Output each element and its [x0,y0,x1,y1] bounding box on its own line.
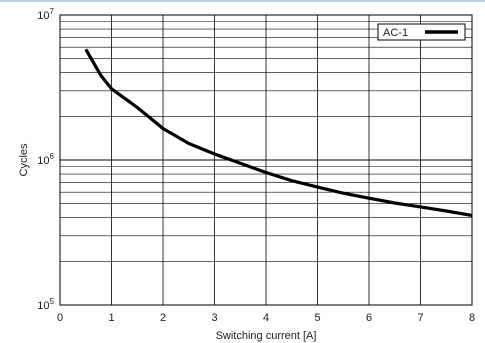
legend: AC-1 [377,23,466,41]
grid [59,14,473,306]
x-tick-label: 3 [211,312,217,324]
x-tick-label: 6 [366,312,372,324]
legend-box [377,23,466,41]
x-axis-title: Switching current [A] [216,330,317,342]
y-tick-labels: 105 106 107 [37,7,54,312]
x-tick-labels: 0 1 2 3 4 5 6 7 8 [57,312,475,324]
legend-label: AC-1 [383,27,408,39]
top-rule [0,0,485,2]
y-tick-label: 107 [37,7,54,22]
y-tick-label: 106 [37,152,54,167]
x-tick-label: 7 [417,312,423,324]
y-axis-title: Cycles [18,143,30,177]
x-tick-label: 4 [263,312,269,324]
x-tick-label: 8 [469,312,475,324]
x-tick-label: 1 [108,312,114,324]
x-tick-label: 2 [160,312,166,324]
plot-frame [59,14,473,306]
x-tick-label: 5 [314,312,320,324]
x-tick-label: 0 [57,312,63,324]
y-tick-label: 105 [37,297,54,312]
series-line-ac-1 [84,48,473,217]
series-layer [84,48,473,217]
